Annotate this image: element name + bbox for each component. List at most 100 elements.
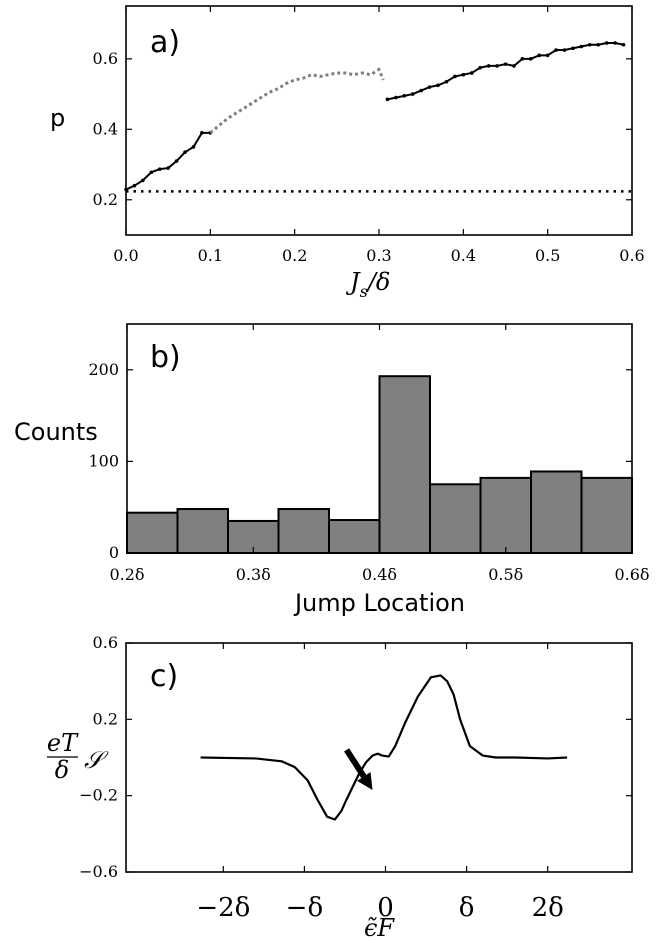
panel-a-point <box>385 97 390 102</box>
panel-a-point <box>613 41 617 45</box>
x-tick-label: 0 <box>377 893 394 923</box>
panel-a-series-line <box>209 67 385 134</box>
panel-a-series-line <box>125 131 211 191</box>
panel-a-point <box>157 167 162 171</box>
panel-a-point <box>486 64 491 68</box>
x-tick-label: 0.2δ <box>109 565 144 584</box>
panel-a-point <box>520 57 525 61</box>
panel-a-point <box>166 166 170 170</box>
y-tick-label: 0.4 <box>93 119 118 138</box>
x-tick-label: 2δ <box>532 893 564 923</box>
panel-c-series-line <box>200 674 568 821</box>
y-tick-label: 0.2 <box>93 709 118 728</box>
x-tick-label: 0.4 <box>451 246 476 265</box>
panel-b-ticks: 0.2δ 0.3δ 0.4δ 0.5δ 0.6δ 0 100 200 <box>88 324 650 584</box>
y-tick-label: 0 <box>109 543 119 562</box>
panel-a-label: a) <box>150 25 180 60</box>
x-tick-label: 0.3δ <box>236 565 271 584</box>
x-tick-label: δ <box>459 893 475 923</box>
panel-a-point <box>453 74 457 79</box>
panel-b-bars <box>126 375 633 555</box>
panel-a-point <box>132 183 137 188</box>
panel-a-frame <box>125 5 633 236</box>
x-tick-label: 0.5 <box>535 246 560 265</box>
panel-a-line-chart: a) p Js/δ 0.0 0.1 0.2 0.3 0.4 0.5 0.6 0.2 0.4 0.6 <box>50 5 645 301</box>
y-tick-label: 100 <box>88 451 119 470</box>
panel-a-point <box>529 57 533 61</box>
x-tick-label: −2δ <box>196 893 250 923</box>
panel-c-series <box>200 674 568 821</box>
panel-c-line-chart: c) eT δ 𝒮 ϵ̃F −2δ −δ 0 δ 2δ 0.6 0.2 −0.2 −0.6 <box>47 633 633 942</box>
panel-a-point <box>604 41 609 45</box>
panel-a-ticks: 0.0 0.1 0.2 0.3 0.4 0.5 0.6 0.2 0.4 0.6 <box>93 6 645 265</box>
panel-b-x-axis-label: Jump Location <box>293 589 465 617</box>
panel-a-point <box>469 71 474 75</box>
y-tick-label: −0.2 <box>79 786 118 805</box>
panel-a-point <box>512 64 516 68</box>
panel-a-point <box>394 95 398 100</box>
histogram-bar <box>126 511 179 554</box>
x-tick-label: 0.4δ <box>362 565 397 584</box>
panel-c-y-label-symbol: 𝒮 <box>84 746 109 774</box>
y-tick-label: 0.6 <box>93 633 118 652</box>
histogram-bar <box>176 508 229 555</box>
y-tick-label: −0.6 <box>79 862 118 881</box>
panel-a-point <box>545 53 550 58</box>
panel-c-x-axis-label: ϵ̃F <box>364 914 395 942</box>
panel-c-frame <box>125 642 633 873</box>
panel-a-point <box>436 83 440 88</box>
panel-a-x-axis-label: Js/δ <box>345 268 390 301</box>
y-tick-label: 200 <box>88 360 119 379</box>
x-tick-label: 0.3 <box>366 246 391 265</box>
histogram-bar <box>530 470 583 555</box>
panel-a-point <box>419 88 423 93</box>
panel-c-y-label-numerator: eT <box>47 729 79 757</box>
panel-a-point <box>427 85 432 89</box>
y-tick-label: 0.2 <box>93 190 118 209</box>
panel-a-series <box>124 41 632 193</box>
x-tick-label: 0.0 <box>113 246 138 265</box>
panel-c-ticks: −2δ −δ 0 δ 2δ 0.6 0.2 −0.2 −0.6 <box>79 633 632 923</box>
y-tick-label: 0.6 <box>93 49 118 68</box>
panel-c-y-axis-label: eT δ 𝒮 <box>47 729 109 784</box>
x-tick-label: 0.5δ <box>488 565 523 584</box>
panel-a-point <box>410 92 415 96</box>
panel-a-point <box>191 145 196 149</box>
x-tick-label: 0.2 <box>282 246 307 265</box>
panel-a-x-label-main: J <box>345 268 361 296</box>
panel-b-histogram: b) Counts Jump Location 0.2δ 0.3δ 0.4δ 0.5δ… <box>14 323 650 617</box>
panel-a-point <box>149 170 154 175</box>
histogram-bar <box>580 476 633 554</box>
panel-a-point <box>588 42 592 47</box>
panel-a-point <box>554 48 558 52</box>
x-tick-label: 0.6δ <box>614 565 649 584</box>
arrow-shaft <box>344 748 367 779</box>
panel-a-point <box>174 159 179 163</box>
histogram-bar <box>378 375 431 554</box>
histogram-bar <box>479 476 532 554</box>
x-tick-label: 0.6 <box>619 246 644 265</box>
panel-a-point <box>461 72 466 77</box>
panel-a-point <box>478 65 483 70</box>
panel-b-label: b) <box>150 340 181 375</box>
panel-a-y-axis-label: p <box>50 104 65 132</box>
panel-b-y-axis-label: Counts <box>14 418 98 446</box>
arrow-head <box>357 772 373 790</box>
x-tick-label: −δ <box>286 893 323 923</box>
panel-a-point <box>495 64 499 68</box>
panel-a-point <box>571 46 575 51</box>
panel-a-point <box>621 42 626 47</box>
panel-a-point <box>141 178 145 183</box>
panel-a-point <box>503 62 508 66</box>
panel-a-x-label-sub: s <box>360 282 368 301</box>
panel-c-label: c) <box>150 659 178 694</box>
panel-a-point <box>596 42 601 47</box>
histogram-bar <box>328 519 381 554</box>
panel-a-point <box>444 79 449 84</box>
histogram-bar <box>277 508 330 555</box>
panel-a-point <box>183 150 187 155</box>
panel-a-point <box>562 48 567 52</box>
x-tick-label: 0.1 <box>198 246 223 265</box>
panel-c-y-label-denominator: δ <box>55 756 69 784</box>
